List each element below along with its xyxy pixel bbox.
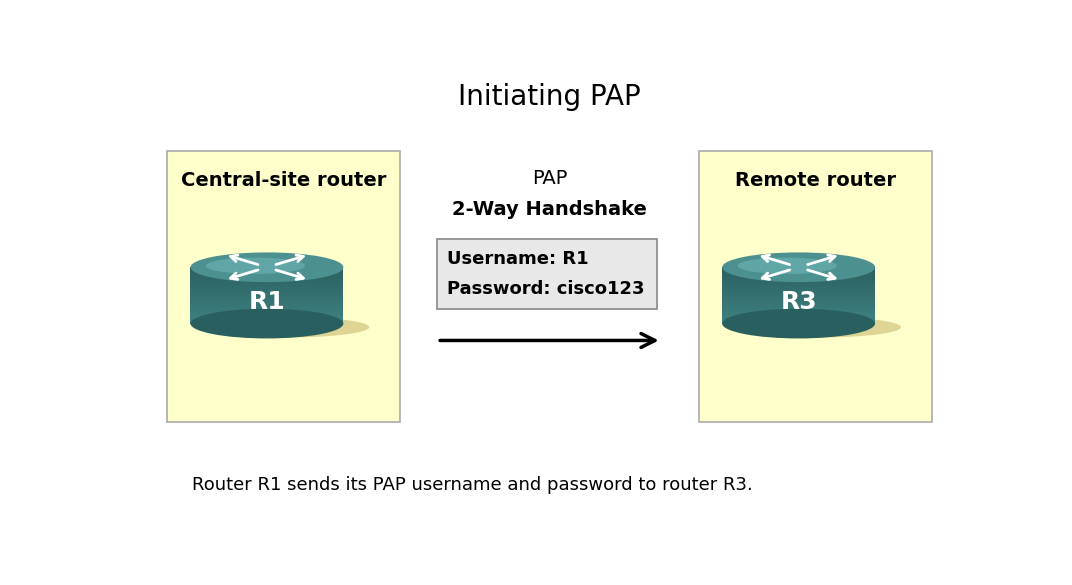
Bar xyxy=(723,321,875,324)
Bar xyxy=(191,290,343,292)
Bar xyxy=(191,281,343,284)
Bar xyxy=(191,287,343,290)
Text: Username: R1: Username: R1 xyxy=(447,250,589,268)
Bar xyxy=(723,315,875,318)
Bar xyxy=(723,306,875,309)
Bar xyxy=(723,284,875,287)
Text: PAP: PAP xyxy=(532,169,567,188)
Bar xyxy=(191,304,343,307)
Bar xyxy=(699,152,932,422)
Bar xyxy=(723,270,875,273)
Ellipse shape xyxy=(733,316,900,338)
Bar xyxy=(191,321,343,324)
Ellipse shape xyxy=(191,309,343,339)
Text: Router R1 sends its PAP username and password to router R3.: Router R1 sends its PAP username and pas… xyxy=(192,476,753,494)
Bar xyxy=(191,278,343,281)
Bar xyxy=(723,290,875,292)
Bar xyxy=(167,152,400,422)
Bar xyxy=(191,276,343,278)
Bar xyxy=(191,301,343,304)
Bar xyxy=(191,267,343,270)
Bar xyxy=(191,295,343,298)
Bar xyxy=(191,309,343,312)
Bar xyxy=(723,304,875,307)
Bar xyxy=(723,295,875,298)
Bar xyxy=(723,281,875,284)
Bar xyxy=(437,239,657,309)
Bar xyxy=(723,301,875,304)
Ellipse shape xyxy=(191,252,343,282)
Bar xyxy=(191,298,343,301)
Bar xyxy=(191,315,343,318)
Bar xyxy=(723,287,875,290)
Text: Password: cisco123: Password: cisco123 xyxy=(447,280,644,298)
Ellipse shape xyxy=(723,309,875,339)
Ellipse shape xyxy=(202,316,369,338)
Text: R3: R3 xyxy=(780,290,817,314)
Bar xyxy=(191,306,343,309)
Bar xyxy=(191,284,343,287)
Ellipse shape xyxy=(206,257,306,274)
Ellipse shape xyxy=(738,257,837,274)
Bar xyxy=(723,276,875,278)
Bar xyxy=(723,267,875,270)
Bar xyxy=(723,318,875,321)
Bar xyxy=(191,292,343,295)
Bar xyxy=(191,270,343,273)
Bar xyxy=(723,273,875,276)
Text: Initiating PAP: Initiating PAP xyxy=(458,83,641,111)
Bar xyxy=(723,312,875,315)
Text: Central-site router: Central-site router xyxy=(181,171,386,190)
Bar xyxy=(191,312,343,315)
Bar xyxy=(723,309,875,312)
Bar xyxy=(723,278,875,281)
Bar xyxy=(191,318,343,321)
Bar xyxy=(723,292,875,295)
Bar xyxy=(723,298,875,301)
Text: Remote router: Remote router xyxy=(734,171,896,190)
Text: R1: R1 xyxy=(249,290,285,314)
Bar xyxy=(191,273,343,276)
Ellipse shape xyxy=(723,252,875,282)
Text: 2-Way Handshake: 2-Way Handshake xyxy=(452,200,646,219)
